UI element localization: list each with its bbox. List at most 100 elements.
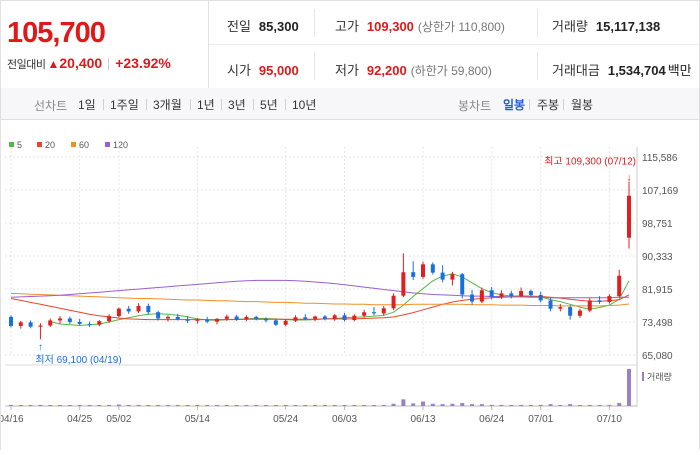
candle-body [195,319,200,321]
candle-body [205,319,210,322]
candle-body [371,312,376,314]
low-annotation: 최저 69,100 (04/19) [35,354,121,366]
candle-body [528,291,533,295]
candle-body [381,308,386,314]
candle [126,305,131,314]
stat-label: 고가 [335,19,359,34]
candle [470,289,475,305]
volume-bar [273,405,278,406]
candle-body [175,316,180,320]
candle-body [165,316,170,319]
candle [175,313,180,321]
legend-label: 5 [17,140,22,150]
stat-amount: 거래대금 1,534,704 백만 [552,60,692,79]
candle-body [322,316,327,320]
x-tick-label: 05/14 [185,414,210,425]
period-1d-button[interactable]: 1일 [78,98,96,112]
volume-bar [342,405,347,406]
volume-bar [303,405,308,406]
candle-body [87,323,92,325]
volume-bar [58,405,63,406]
volume-bar [9,404,13,406]
volume-bar [411,403,416,406]
candle-body [489,290,494,297]
candle-body [470,294,475,302]
period-1y-button[interactable]: 1년 [197,98,215,112]
volume-bar [136,404,141,406]
divider [529,99,530,110]
candle [322,314,327,321]
change-row: 전일대비 ▲20,400 +23.92% [7,55,171,72]
period-10y-button[interactable]: 10년 [292,98,317,112]
candle [254,315,259,321]
candle-body [440,272,445,280]
candle-body [519,291,524,297]
legend-swatch [105,142,110,147]
volume-bar [617,403,622,406]
volume-bar [264,405,269,406]
x-tick-label: 05/24 [273,414,298,425]
volume-bar [381,404,386,406]
candle-body [352,315,357,321]
candle-body [254,316,259,319]
volume-bars: 거래량 [5,364,672,407]
down-arrow-icon: ↓ [627,173,632,184]
volume-bar [107,404,112,406]
stat-open: 시가 95,000 [227,60,299,79]
divider [103,99,104,110]
volume-bar [430,403,435,406]
daily-candle-button[interactable]: 일봉 [503,98,526,112]
candle-body [77,321,82,324]
stat-value: 92,200 [366,63,407,78]
candle [352,314,357,322]
volume-bar [156,405,161,406]
candle-body [627,195,631,238]
candle [627,181,631,249]
divider [146,99,147,110]
ma-line [10,294,630,321]
weekly-candle-button[interactable]: 주봉 [537,98,560,112]
candlestick-chart: 5 20 60 120 115,586 107,169 98,751 90,333 81,91… [0,140,679,425]
candle [195,318,200,324]
volume-bar [28,405,33,406]
stat-high: 고가 109,300 (상한가 110,800) [335,16,505,35]
candle-body [18,322,23,326]
candle [519,287,524,298]
volume-bar [587,404,592,406]
candle-body [244,316,249,320]
period-3m-button[interactable]: 3개월 [153,98,182,112]
volume-bar [234,405,239,406]
volume-bar [499,404,504,406]
volume-bar [450,403,455,406]
legend-swatch [71,142,76,147]
candle-body [48,320,53,326]
divider [537,52,538,80]
candle-chart-label: 봉차트 [458,99,492,113]
volume-bar [479,404,484,406]
candle-body [9,316,13,326]
volume-bar [215,405,219,406]
candle [97,320,102,327]
candle [381,305,386,316]
volume-bar [116,404,121,406]
divider [537,9,538,37]
volume-bar [283,405,288,406]
candle-body [215,318,219,322]
volume-bar [577,405,582,406]
candles [9,181,631,340]
candle [293,315,298,322]
candle-body [499,293,504,297]
period-5y-button[interactable]: 5년 [260,98,278,112]
change-label: 전일대비 [7,59,46,71]
stat-label: 시가 [227,63,251,78]
period-1w-button[interactable]: 1주일 [110,98,139,112]
candle-body [548,300,553,309]
divider [314,9,315,37]
ma-line [10,292,630,307]
candle [313,315,318,322]
y-tick-label: 107,169 [642,186,679,197]
monthly-candle-button[interactable]: 월봉 [571,98,594,112]
period-3y-button[interactable]: 3년 [228,98,246,112]
volume-bar [509,405,514,406]
candle-body [391,295,396,309]
